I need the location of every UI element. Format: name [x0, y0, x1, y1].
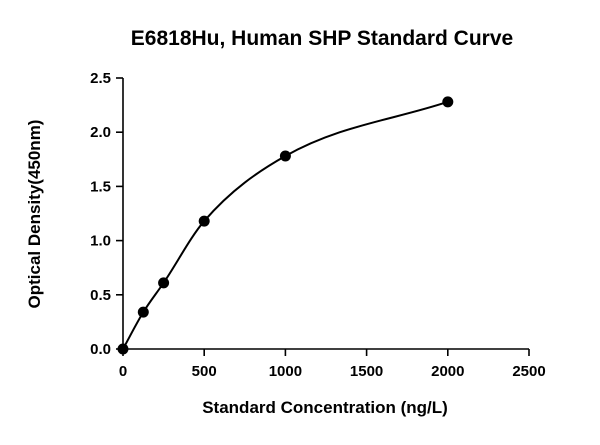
y-tick-label: 2.5: [90, 70, 111, 87]
fit-curve: [122, 100, 449, 350]
data-point: [117, 343, 129, 355]
x-tick-label: 1500: [350, 363, 383, 380]
axes: 0 500 1000 1500 2000 2500 0.0 0.5 1.0 1.5 2.0 2.5: [90, 70, 546, 380]
y-tick-label: 0.5: [90, 287, 111, 304]
x-tick-label: 2500: [512, 363, 545, 380]
y-tick-label: 2.0: [90, 124, 111, 141]
data-point: [198, 215, 210, 227]
data-point: [158, 277, 170, 289]
x-tick-label: 500: [192, 363, 217, 380]
x-tick-label: 0: [119, 363, 127, 380]
data-point: [442, 96, 454, 108]
data-point: [137, 306, 149, 318]
chart-title: E6818Hu, Human SHP Standard Curve: [131, 27, 513, 50]
y-tick-label: 1.5: [90, 178, 111, 195]
x-axis-label: Standard Concentration (ng/L): [202, 398, 448, 417]
y-tick-label: 0.0: [90, 341, 111, 358]
y-axis-label: Optical Density(450nm): [25, 120, 44, 309]
data-point: [279, 150, 291, 162]
plot-area: [117, 96, 454, 355]
x-tick-label: 2000: [431, 363, 464, 380]
x-tick-label: 1000: [269, 363, 302, 380]
y-tick-label: 1.0: [90, 233, 111, 250]
